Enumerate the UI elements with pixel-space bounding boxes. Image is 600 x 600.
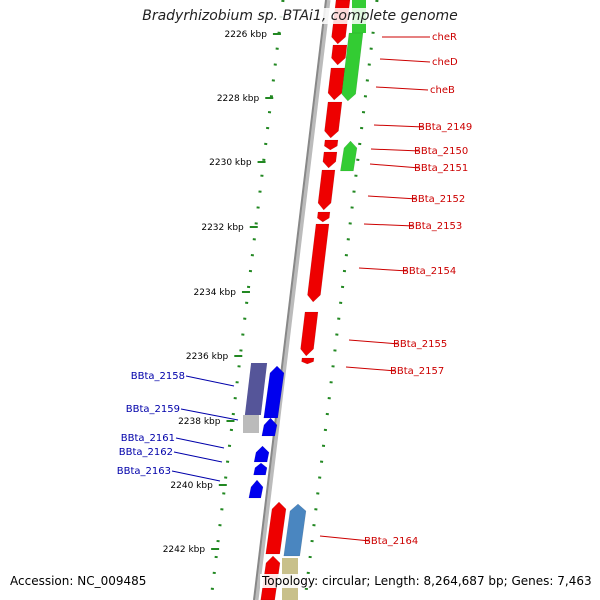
callout-line: [173, 451, 223, 463]
gene-label-bbta_2150: BBta_2150: [414, 146, 468, 157]
callout-line: [358, 267, 409, 272]
gene-callouts: cheR cheD cheB BBta_2149 BBta_2150 BBta_2151 B…: [117, 32, 472, 547]
tick-label: 2238 kbp: [178, 417, 221, 427]
gene-arrow: [300, 311, 319, 357]
callout-line: [363, 223, 415, 227]
gene-label-bbta_2155: BBta_2155: [393, 339, 447, 350]
gene-label-cher: cheR: [432, 32, 457, 43]
callout-line: [375, 86, 429, 91]
callout-line: [345, 366, 397, 372]
gene-arrow: [265, 501, 287, 555]
callout-line: [171, 470, 221, 482]
tick-label: 2232 kbp: [201, 223, 244, 233]
gene-arrow: [283, 503, 307, 557]
gene-label-bbta_2154: BBta_2154: [402, 266, 456, 277]
callout-line: [185, 375, 235, 387]
gene-arrow: [327, 67, 346, 101]
tick-label: 2228 kbp: [217, 94, 260, 104]
gene-arrow: [317, 169, 336, 211]
kbp-tick-labels: 2226 kbp 2228 kbp 2230 kbp 2232 kbp 2234 kbp…: [163, 30, 281, 555]
map-title: Bradyrhizobium sp. BTAi1, complete genom…: [0, 8, 600, 24]
callout-line: [348, 339, 400, 345]
callout-line: [180, 408, 239, 421]
gene-label-bbta_2164: BBta_2164: [364, 536, 418, 547]
gene-arrow: [301, 357, 315, 365]
gene-arrow: [324, 139, 339, 151]
callout-line: [175, 437, 225, 449]
gene-arrow: [307, 223, 330, 303]
gene-arrow: [322, 151, 338, 169]
topology-text: Topology: circular; Length: 8,264,687 bp…: [260, 574, 594, 588]
callout-line: [319, 535, 371, 542]
gene-arrow: [331, 44, 348, 66]
backbone-shadow: [253, 0, 331, 600]
gene-arrow: [253, 445, 270, 463]
gene-label-cheb: cheB: [430, 85, 455, 96]
gene-label-bbta_2157: BBta_2157: [390, 366, 444, 377]
tick-label: 2230 kbp: [209, 158, 252, 168]
tick-label: 2240 kbp: [170, 481, 213, 491]
gene-arrow: [324, 101, 343, 139]
gene-arrow: [263, 365, 285, 419]
gene-arrow: [253, 462, 268, 476]
gene-label-bbta_2162: BBta_2162: [119, 447, 173, 458]
callout-line: [369, 163, 421, 169]
gene-label-bbta_2159: BBta_2159: [126, 404, 180, 415]
gene-box: [244, 363, 268, 415]
callout-line: [373, 124, 425, 128]
accession-text: Accession: NC_009485: [8, 574, 149, 588]
tick-label: 2226 kbp: [225, 30, 268, 40]
callout-line: [367, 195, 418, 200]
tick-label: 2236 kbp: [186, 352, 229, 362]
gene-arrow: [340, 140, 358, 172]
gene-label-bbta_2152: BBta_2152: [411, 194, 465, 205]
genome-backbone: [253, 0, 331, 600]
gene-label-bbta_2161: BBta_2161: [121, 433, 175, 444]
gene-arrow: [341, 32, 364, 102]
tick-label: 2234 kbp: [194, 288, 237, 298]
gene-label-bbta_2158: BBta_2158: [131, 371, 185, 382]
callout-line: [379, 58, 431, 63]
gene-features: [243, 0, 366, 600]
gene-label-bbta_2163: BBta_2163: [117, 466, 171, 477]
gene-label-bbta_2153: BBta_2153: [408, 221, 462, 232]
gene-label-bbta_2149: BBta_2149: [418, 122, 472, 133]
gene-arrow: [248, 479, 264, 499]
gene-arrow: [261, 417, 278, 437]
gene-arrow: [317, 211, 331, 223]
gene-label-ched: cheD: [432, 57, 458, 68]
gene-label-bbta_2151: BBta_2151: [414, 163, 468, 174]
gene-box: [243, 415, 259, 433]
tick-label: 2242 kbp: [163, 545, 206, 555]
callout-line: [370, 148, 421, 152]
backbone-line: [253, 0, 327, 600]
